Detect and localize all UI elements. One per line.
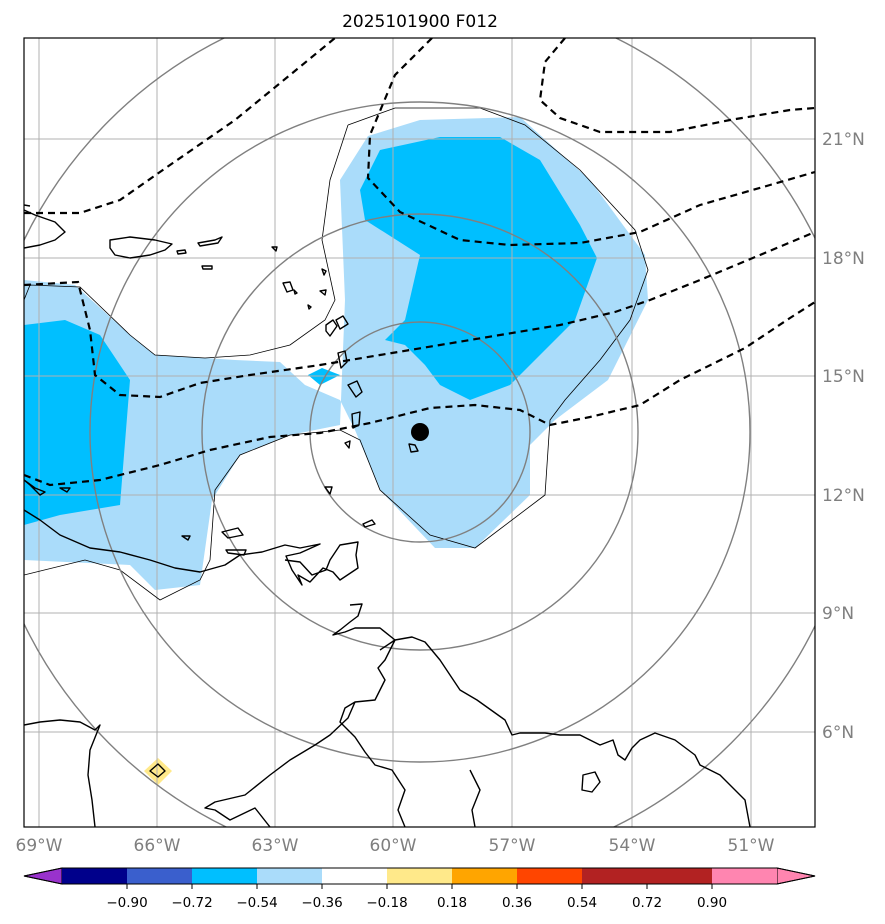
colorbar-outline — [23, 867, 816, 885]
colorbar-segment — [127, 868, 192, 884]
gridlines — [24, 38, 815, 827]
colorbar-extend-min — [23, 867, 63, 885]
lat-label: 15°N — [822, 367, 865, 387]
colorbar-tick-label: −0.90 — [106, 895, 147, 911]
lon-label: 66°W — [134, 836, 181, 856]
storm-center-marker — [411, 423, 429, 441]
lat-label: 12°N — [822, 486, 865, 506]
lon-label: 57°W — [489, 836, 536, 856]
colorbar-segment — [712, 868, 777, 884]
colorbar-tick-label: −0.36 — [301, 895, 342, 911]
coastlines — [24, 204, 751, 827]
colorbar-tick-label: 0.54 — [567, 895, 597, 911]
colorbar-tick-label: 0.90 — [697, 895, 727, 911]
colorbar-extend-max — [776, 867, 816, 885]
lon-label: 63°W — [252, 836, 299, 856]
colorbar-segment — [647, 868, 712, 884]
figure-title: 2025101900 F012 — [342, 12, 498, 32]
colorbar-segment — [387, 868, 452, 884]
colorbar-segment — [582, 868, 647, 884]
colorbar-tick-label: −0.18 — [366, 895, 407, 911]
lat-labels: 21°N 18°N 15°N 12°N 9°N 6°N — [822, 130, 865, 743]
lat-label: 6°N — [822, 723, 854, 743]
thin-contours — [24, 107, 649, 601]
colorbar-segment — [257, 868, 322, 884]
lat-label: 18°N — [822, 249, 865, 269]
dashed-contours — [24, 38, 815, 487]
lon-label: 51°W — [728, 836, 775, 856]
colorbar-ticks — [126, 884, 713, 889]
lat-label: 9°N — [822, 604, 854, 624]
colorbar-segment — [322, 868, 387, 884]
colorbar-segment — [452, 868, 517, 884]
colorbar-tick-label: −0.72 — [171, 895, 212, 911]
anomaly-fill-medium — [24, 137, 597, 525]
colorbar-segment — [62, 868, 127, 884]
lon-label: 69°W — [16, 836, 63, 856]
colorbar: −0.90 −0.72 −0.54 −0.36 −0.18 0.18 0.36 … — [23, 867, 816, 911]
map-area — [24, 38, 815, 827]
colorbar-tick-label: 0.36 — [502, 895, 532, 911]
lon-labels: 69°W 66°W 63°W 60°W 57°W 54°W 51°W — [16, 836, 775, 856]
colorbar-tick-label: 0.18 — [437, 895, 467, 911]
lon-label: 54°W — [609, 836, 656, 856]
lon-label: 60°W — [370, 836, 417, 856]
colorbar-tick-label: −0.54 — [236, 895, 277, 911]
anomaly-fill-positive — [144, 758, 172, 785]
map-frame — [23, 37, 816, 828]
colorbar-segment — [517, 868, 582, 884]
colorbar-tick-label: 0.72 — [632, 895, 662, 911]
colorbar-segment — [192, 868, 257, 884]
lat-label: 21°N — [822, 130, 865, 150]
range-rings — [24, 38, 815, 827]
